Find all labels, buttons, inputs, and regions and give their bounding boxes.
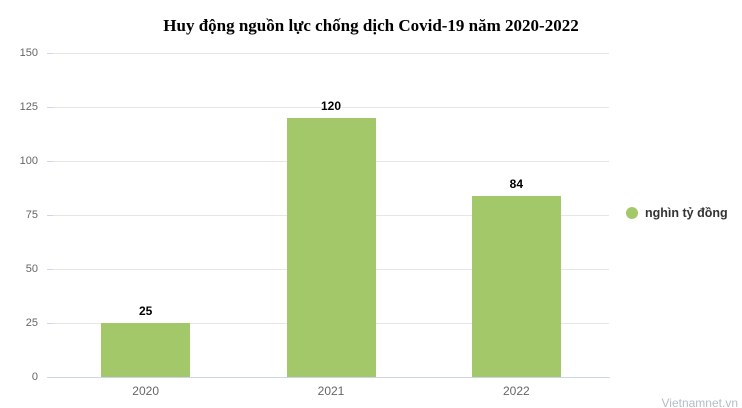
x-axis-line: [53, 377, 610, 378]
y-axis-label: 100: [19, 155, 38, 167]
bar-value-label: 120: [320, 98, 342, 113]
bar-2021[interactable]: [286, 117, 376, 377]
y-axis-tick: [47, 377, 53, 378]
y-axis-label: 50: [25, 263, 38, 275]
y-axis-label: 0: [31, 371, 38, 383]
y-axis-tick: [47, 161, 53, 162]
y-axis-tick: [47, 323, 53, 324]
x-axis-label: 2020: [132, 384, 159, 398]
y-axis-label: 150: [19, 47, 38, 59]
y-axis-label: 125: [19, 101, 38, 113]
watermark: Vietnamnet.vn: [661, 396, 739, 408]
bar-value-label: 25: [138, 304, 153, 318]
gridline: [53, 107, 609, 108]
legend-marker-icon: [626, 207, 638, 219]
x-axis-label: 2021: [317, 384, 345, 398]
y-axis-label: 25: [25, 317, 38, 329]
x-axis-label: 2022: [502, 384, 530, 398]
chart-title: Huy động nguồn lực chống dịch Covid-19 n…: [163, 16, 579, 35]
bar-value-label: 84: [509, 176, 523, 191]
y-axis-label: 75: [25, 209, 38, 221]
legend-item[interactable]: nghìn tỷ đồng: [626, 206, 728, 220]
bar-2020[interactable]: [101, 323, 191, 377]
y-axis-tick: [47, 269, 53, 270]
y-axis-tick: [47, 53, 53, 54]
y-axis-tick: [47, 107, 53, 108]
legend-label: nghìn tỷ đồng: [645, 206, 728, 220]
gridline: [53, 53, 609, 54]
y-axis-tick: [47, 215, 53, 216]
bar-2022[interactable]: [471, 195, 561, 377]
